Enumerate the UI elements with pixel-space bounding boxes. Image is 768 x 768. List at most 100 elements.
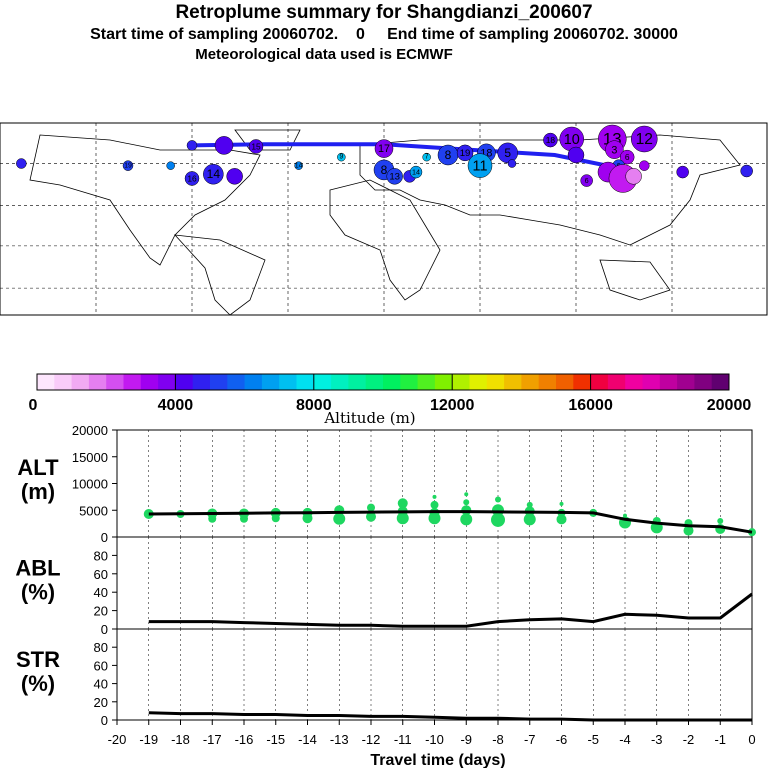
plume-cluster-label: 19	[460, 148, 471, 159]
colorbar-swatch	[538, 374, 557, 390]
plume-cluster-label: 10	[564, 132, 580, 148]
colorbar-tick-label: 8000	[296, 397, 332, 414]
x-tick-label: -16	[235, 732, 254, 747]
sampling-time-subtitle: Start time of sampling 20060702. 0 End t…	[90, 26, 678, 43]
plume-cluster-circle	[740, 164, 753, 178]
plume-cluster-label: 15	[251, 141, 261, 151]
colorbar-swatch	[71, 374, 90, 390]
y-tick-label: 5000	[79, 503, 108, 518]
altitude-cluster-point	[460, 513, 473, 526]
colorbar-swatch	[175, 374, 194, 390]
y-tick-label: 0	[101, 530, 108, 545]
y-tick-label: 0	[101, 622, 108, 637]
x-tick-label: -18	[171, 732, 190, 747]
y-tick-label: 60	[94, 658, 108, 673]
altitude-cluster-point	[491, 512, 505, 527]
colorbar-swatch	[88, 374, 107, 390]
plume-cluster-label: 12	[636, 131, 653, 148]
plume-cluster-circle	[422, 152, 431, 162]
map-coastline	[29, 134, 261, 266]
colorbar-swatch	[659, 374, 678, 390]
panel-ylabel-alt: ALT	[17, 455, 59, 480]
altitude-cluster-point	[208, 514, 217, 523]
colorbar-swatch	[227, 374, 246, 390]
y-tick-label: 80	[94, 548, 108, 563]
plume-cluster-circle	[639, 160, 650, 171]
plume-cluster-circle	[226, 168, 243, 185]
panel-ylabel-abl: ABL	[15, 556, 60, 581]
altitude-cluster-point	[464, 492, 469, 497]
colorbar-swatch	[625, 374, 643, 390]
plume-cluster-label: 9	[339, 154, 343, 161]
colorbar-swatch	[244, 374, 263, 390]
plume-cluster-circle	[456, 144, 474, 162]
panel-ylabel-unit: (%)	[21, 671, 55, 696]
plume-cluster-label: 5	[504, 146, 511, 160]
plume-cluster-label: 3	[611, 144, 617, 156]
y-tick-label: 40	[94, 677, 108, 692]
colorbar-swatch	[694, 374, 713, 390]
colorbar-swatch	[365, 374, 384, 390]
x-tick-label: -1	[714, 732, 726, 747]
colorbar-swatch	[383, 374, 401, 390]
met-data-subtitle: Meteorological data used is ECMWF	[195, 46, 453, 63]
plume-cluster-circle	[625, 168, 642, 185]
panel-ylabel-str: STR	[16, 647, 60, 672]
altitude-cluster-point	[432, 494, 437, 499]
colorbar-swatch	[400, 374, 419, 390]
x-tick-label: -7	[524, 732, 536, 747]
x-tick-label: -9	[460, 732, 472, 747]
colorbar-tick-label: 20000	[707, 397, 752, 414]
x-tick-label: -12	[362, 732, 381, 747]
altitude-cluster-point	[623, 513, 627, 518]
plume-cluster-circle	[497, 142, 518, 164]
altitude-cluster-point	[302, 513, 313, 524]
altitude-cluster-point	[683, 525, 694, 536]
plume-cluster-circle	[294, 161, 303, 170]
colorbar-swatch	[590, 374, 609, 390]
y-tick-label: 10000	[72, 477, 108, 492]
str-line	[148, 711, 752, 722]
x-tick-label: -11	[394, 732, 412, 747]
plume-cluster-circle	[184, 171, 200, 186]
x-tick-label: -20	[108, 732, 127, 747]
y-tick-label: 20	[94, 695, 108, 710]
x-tick-label: -14	[298, 732, 317, 747]
x-tick-label: -8	[492, 732, 504, 747]
colorbar-swatch	[452, 374, 470, 390]
colorbar-swatch	[642, 374, 661, 390]
x-tick-label: -19	[139, 732, 158, 747]
plume-cluster-circle	[543, 132, 558, 148]
altitude-cluster-point	[396, 512, 409, 525]
colorbar-swatch	[210, 374, 228, 390]
y-tick-label: 60	[94, 567, 108, 582]
plume-cluster-circle	[631, 125, 658, 153]
x-axis-label: Travel time (days)	[370, 752, 505, 768]
panel-ylabel-unit: (m)	[21, 479, 55, 504]
altitude-cluster-point	[240, 514, 248, 523]
altitude-mean-line	[148, 510, 753, 534]
colorbar-axis-label: Altitude (m)	[323, 409, 415, 427]
plume-cluster-label: 17	[378, 143, 390, 155]
plume-cluster-circle	[16, 158, 27, 169]
y-tick-label: 15000	[72, 450, 108, 465]
colorbar-tick-label: 0	[29, 397, 38, 414]
plume-cluster-label: 16	[187, 173, 197, 183]
colorbar-swatch	[313, 374, 332, 390]
plume-cluster-label: 19	[124, 163, 132, 170]
colorbar-swatch	[279, 374, 297, 390]
colorbar-swatch	[348, 374, 367, 390]
colorbar-swatch	[106, 374, 124, 390]
x-tick-label: -5	[587, 732, 599, 747]
map-coastline	[599, 259, 671, 301]
altitude-cluster-point	[367, 503, 375, 512]
colorbar-swatch	[486, 374, 505, 390]
altitude-cluster-point	[366, 511, 376, 522]
x-tick-label: -13	[330, 732, 349, 747]
x-tick-label: -17	[203, 732, 222, 747]
plume-cluster-circle	[214, 136, 234, 155]
plume-cluster-circle	[374, 139, 394, 158]
colorbar-swatch	[261, 374, 280, 390]
colorbar-swatch	[677, 374, 695, 390]
